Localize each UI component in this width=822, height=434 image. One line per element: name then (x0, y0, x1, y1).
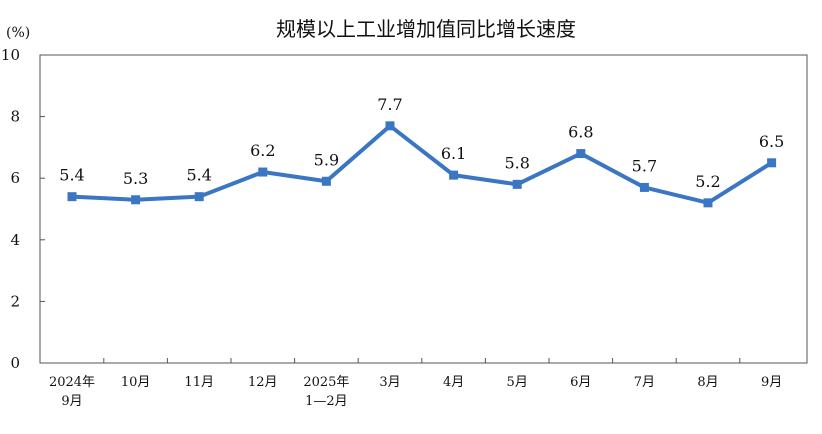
data-point (512, 179, 522, 189)
x-tick-label: 5月 (507, 375, 528, 390)
x-tick-label-line: 6月 (570, 375, 591, 390)
x-tick-label: 2025年 1—2月 (303, 375, 349, 409)
x-tick-label-line: 2024年 (49, 375, 95, 390)
x-tick-label: 2024年 9月 (49, 375, 95, 409)
y-tick-label: 4 (10, 231, 20, 249)
x-tick-label: 12月 (248, 375, 278, 390)
x-tick-label-line: 4月 (443, 375, 464, 390)
x-tick-label-line: 11月 (184, 375, 214, 390)
y-tick-label: 10 (1, 46, 20, 64)
y-tick-label: 2 (10, 292, 20, 310)
data-point (385, 121, 395, 131)
data-point (131, 195, 141, 205)
data-markers (67, 121, 777, 208)
y-tick-label: 8 (10, 108, 20, 126)
x-tick-label-line: 2025年 (303, 375, 349, 390)
data-label: 6.2 (250, 141, 275, 160)
x-axis: 2024年 9月 10月 11月 12月 2025年 1—2月 3月 4月 5月 6月 7月 8月 9月 (49, 358, 782, 409)
data-point (449, 170, 459, 180)
x-tick-label-line: 3月 (379, 375, 400, 390)
y-tick-label: 6 (10, 169, 20, 187)
x-tick-label-line: 9月 (761, 375, 782, 390)
x-tick-label-line: 7月 (634, 375, 655, 390)
data-point (767, 158, 777, 168)
series-line (70, 123, 774, 205)
x-tick-label-line: 1—2月 (305, 394, 348, 409)
data-point (576, 149, 586, 159)
x-tick-label-line: 9月 (61, 394, 82, 409)
data-label: 5.3 (123, 169, 148, 188)
data-label: 5.2 (695, 172, 720, 191)
x-tick-label: 11月 (184, 375, 214, 390)
x-tick-label: 3月 (379, 375, 400, 390)
data-point (67, 192, 77, 202)
plot-area-frame (39, 54, 808, 364)
data-label: 7.7 (377, 95, 402, 114)
data-label: 5.8 (504, 153, 529, 172)
x-tick-label: 6月 (570, 375, 591, 390)
data-label: 5.7 (632, 156, 657, 175)
x-tick-label: 7月 (634, 375, 655, 390)
x-tick-label: 8月 (697, 375, 718, 390)
data-point (321, 176, 331, 186)
data-point (703, 198, 713, 208)
data-label: 6.8 (568, 123, 593, 142)
x-tick-label: 10月 (121, 375, 151, 390)
data-label: 5.4 (186, 166, 211, 185)
data-labels: 5.4 5.3 5.4 6.2 5.9 7.7 6.1 5.8 6.8 5.7 5.2 6.5 (59, 95, 784, 191)
y-tick-label: 0 (10, 354, 20, 372)
data-point (639, 182, 649, 192)
y-axis-unit: (%) (6, 25, 30, 41)
data-label: 5.9 (314, 150, 339, 169)
data-point (194, 192, 204, 202)
x-tick-label-line: 5月 (507, 375, 528, 390)
data-label: 6.5 (759, 132, 784, 151)
data-point (258, 167, 268, 177)
x-tick-label-line: 8月 (697, 375, 718, 390)
chart-title: 规模以上工业增加值同比增长速度 (276, 17, 576, 41)
x-tick-label: 9月 (761, 375, 782, 390)
data-label: 6.1 (441, 144, 466, 163)
x-tick-label: 4月 (443, 375, 464, 390)
data-label: 5.4 (59, 166, 84, 185)
x-tick-label-line: 12月 (248, 375, 278, 390)
y-axis: 0 2 4 6 8 10 (1, 46, 45, 372)
x-tick-label-line: 10月 (121, 375, 151, 390)
